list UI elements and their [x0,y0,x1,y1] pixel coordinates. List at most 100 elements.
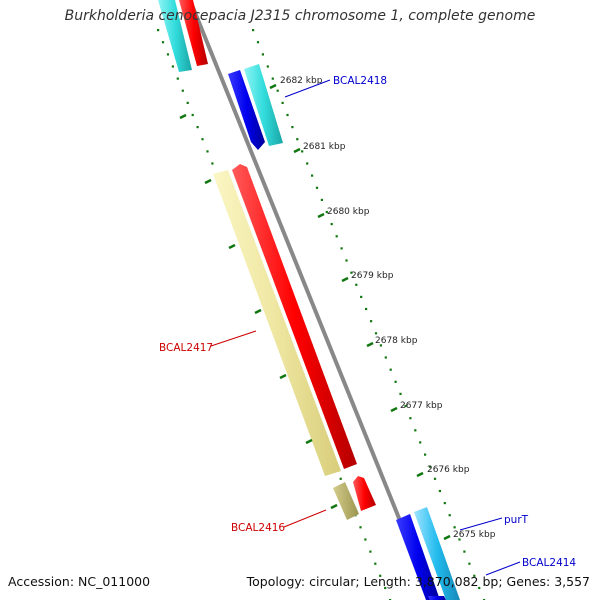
gene-feature-top-cyan [158,0,192,72]
label-connector-bcal2414 [485,561,521,576]
gene-feature-bcal2414-blue [428,596,446,600]
track-dot [276,89,279,92]
track-dot [350,271,353,274]
track-dot [360,295,363,298]
gene-feature-bcal2416-olive [333,482,359,520]
label-connector-bcal2418 [284,79,331,98]
track-dot [171,65,174,68]
tick-label: 2681 kbp [303,142,346,152]
tick-label: 2680 kbp [327,207,370,217]
track-dot [384,586,387,590]
gene-feature-bcal2417-yellow [213,170,341,476]
track-dot [161,41,165,44]
track-dot [315,186,319,189]
accession-label: Accession: NC_011000 [8,574,151,589]
track-dot [211,162,214,165]
track-dot [291,126,294,129]
track-dot [311,174,314,177]
track-dot [281,101,284,104]
track-dot [301,150,304,153]
track-dot [266,65,269,68]
topology-label: Topology: circular; Length: 3,870,082 bp… [246,574,590,589]
tick-dashes [179,83,451,541]
tick-label: 2675 kbp [453,530,496,540]
track-dot [370,320,373,323]
track-dot [453,526,456,529]
track-dot [433,477,437,480]
track-dot [181,89,184,92]
track-dot [389,368,392,371]
track-dot [355,283,358,286]
track-dot [206,150,209,153]
label-connector-bcal2416 [283,509,327,528]
map-title: Burkholderia cenocepacia J2315 chromosom… [64,8,536,24]
track-dot [365,307,368,311]
track-dot [359,526,362,529]
track-dot [443,502,446,505]
track-dot [409,417,412,420]
track-dot [320,198,323,201]
gene-feature-bcal2418-blue [228,70,265,150]
track-dot [286,113,289,117]
label-connector-bcal2417 [210,330,257,347]
gene-feature-purt-sky [414,507,460,600]
track-dot [404,405,407,408]
label-connector-purt [459,517,503,531]
track-dot [261,53,264,56]
track-dot [166,53,170,56]
track-dot [296,138,299,141]
track-dot [374,332,378,335]
track-dot [271,77,274,80]
track-dot [345,259,348,262]
track-dot [379,574,382,577]
track-dot [306,162,309,165]
gene-feature-purt-blue [396,514,440,600]
track-dot [414,429,417,432]
track-dot [330,223,333,226]
tick-label: 2682 kbp [280,76,323,86]
track-dot [424,453,427,456]
gene-feature-bcal2418-cyan [244,64,283,146]
tick-label: 2677 kbp [400,401,443,411]
tick-label: 2679 kbp [351,271,394,281]
track-dot [369,550,372,553]
track-dot [176,77,179,80]
track-dot [399,392,402,395]
track-dot [201,138,204,141]
track-dot [379,344,382,347]
track-dot [374,562,377,565]
tick-label: 2676 kbp [427,465,470,475]
track-dot [468,562,471,565]
track-dot [448,514,451,517]
gene-label-bcal2414[interactable]: BCAL2414 [522,557,576,569]
track-dot [384,356,387,359]
track-dot [428,465,432,468]
track-dot [335,235,338,238]
backbone-line [188,0,434,600]
track-dot [463,550,466,553]
track-dot [252,29,255,32]
track-dot [478,586,481,590]
track-dot [458,538,461,541]
track-dot [394,380,397,383]
track-dot [473,574,476,577]
track-dot [325,210,328,214]
gene-label-bcal2416[interactable]: BCAL2416 [231,522,285,534]
gene-label-bcal2417[interactable]: BCAL2417 [159,342,213,354]
track-dot [340,247,343,250]
gene-label-purt[interactable]: purT [504,514,529,526]
track-dot [186,101,189,104]
gene-feature-bcal2417-red [232,164,357,469]
track-dot [339,477,342,480]
track-dot [191,113,194,117]
gene-feature-bcal2416-red [353,476,376,511]
ruler-track [157,29,486,600]
track-dot [256,41,260,44]
gene-feature-top-red [179,0,208,66]
track-dot [157,29,160,32]
track-dot [438,489,441,493]
gene-label-bcal2418[interactable]: BCAL2418 [333,75,387,87]
track-dot [419,441,422,444]
